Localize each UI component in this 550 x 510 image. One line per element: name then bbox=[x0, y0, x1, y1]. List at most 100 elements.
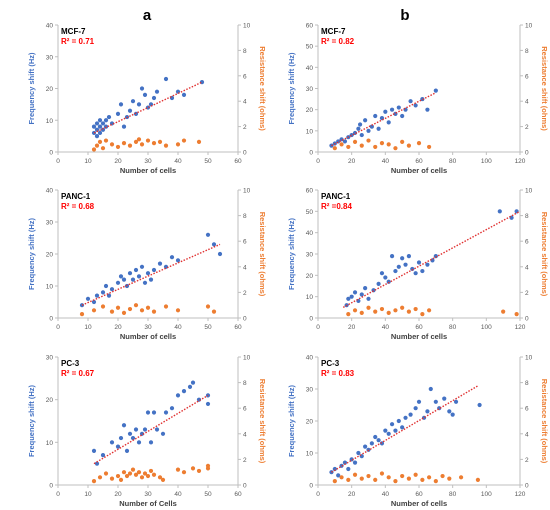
frequency-point bbox=[100, 127, 106, 132]
frequency-point bbox=[91, 124, 97, 129]
frequency-point bbox=[169, 255, 175, 260]
resistance-point bbox=[145, 138, 151, 143]
y2-tick-label: 2 bbox=[525, 457, 529, 464]
frequency-point bbox=[109, 287, 115, 292]
y-tick-label: 40 bbox=[306, 230, 314, 237]
y2-tick-label: 4 bbox=[525, 264, 529, 271]
r-squared-label: R² = 0.71 bbox=[61, 37, 95, 46]
resistance-point bbox=[97, 139, 103, 144]
resistance-point bbox=[339, 142, 344, 147]
r-squared-label: R² = 0.68 bbox=[61, 202, 95, 211]
frequency-point bbox=[363, 286, 368, 291]
frequency-point bbox=[139, 86, 145, 91]
y-axis-label: Frequency shift (Hz) bbox=[287, 52, 296, 125]
panel-title: PC-3 bbox=[61, 359, 80, 368]
frequency-point bbox=[346, 466, 351, 472]
frequency-point bbox=[142, 427, 148, 432]
y2-tick-label: 10 bbox=[243, 355, 251, 362]
frequency-point bbox=[413, 103, 418, 108]
trend-line bbox=[93, 81, 203, 134]
x-tick-label: 100 bbox=[481, 158, 492, 165]
resistance-point bbox=[142, 471, 148, 476]
panel-title: MCF-7 bbox=[61, 27, 86, 36]
frequency-point bbox=[100, 121, 106, 126]
resistance-point bbox=[205, 463, 211, 468]
frequency-point bbox=[94, 127, 100, 132]
resistance-point bbox=[427, 475, 432, 480]
x-tick-label: 120 bbox=[515, 324, 526, 331]
y-tick-label: 30 bbox=[306, 86, 314, 93]
frequency-point bbox=[154, 89, 160, 94]
y-tick-label: 0 bbox=[49, 316, 53, 323]
resistance-point bbox=[181, 470, 187, 475]
resistance-point bbox=[91, 308, 97, 313]
x-tick-label: 60 bbox=[415, 324, 423, 331]
resistance-point bbox=[115, 473, 121, 479]
frequency-point bbox=[187, 384, 193, 389]
frequency-point bbox=[369, 441, 374, 446]
frequency-point bbox=[383, 275, 388, 280]
resistance-point bbox=[103, 138, 109, 143]
frequency-point bbox=[163, 264, 169, 269]
frequency-point bbox=[389, 107, 395, 112]
y2-axis-label: Resistance shift (ohms) bbox=[258, 379, 267, 464]
resistance-point bbox=[211, 309, 217, 314]
y-tick-label: 50 bbox=[306, 44, 314, 51]
resistance-point bbox=[359, 310, 364, 315]
resistance-point bbox=[373, 309, 378, 314]
x-tick-label: 60 bbox=[415, 491, 423, 498]
x-tick-label: 30 bbox=[144, 158, 152, 165]
frequency-point bbox=[94, 134, 100, 139]
frequency-point bbox=[121, 277, 127, 282]
chart-panel-2: 0 20 40 60 80 100 12001020304050600246810Numbe… bbox=[287, 23, 549, 176]
frequency-point bbox=[181, 389, 187, 394]
frequency-point bbox=[413, 406, 418, 411]
frequency-point bbox=[130, 435, 136, 441]
r-squared-label: R² = 0.82 bbox=[321, 37, 355, 46]
resistance-point bbox=[352, 139, 358, 144]
frequency-point bbox=[130, 277, 136, 282]
frequency-point bbox=[91, 448, 97, 453]
y2-axis-label: Resistance shift (ohms) bbox=[258, 212, 267, 297]
frequency-point bbox=[400, 256, 405, 261]
y-tick-label: 0 bbox=[309, 150, 313, 157]
resistance-point bbox=[160, 477, 166, 482]
frequency-point bbox=[211, 242, 217, 247]
y-tick-label: 60 bbox=[306, 23, 314, 30]
x-axis-label: Number of cells bbox=[120, 332, 176, 341]
frequency-point bbox=[136, 274, 142, 279]
y-tick-label: 0 bbox=[49, 483, 53, 490]
frequency-point bbox=[379, 271, 385, 276]
frequency-point bbox=[386, 431, 391, 436]
r-squared-label: R² = 0.83 bbox=[321, 369, 355, 378]
x-tick-label: 10 bbox=[84, 324, 92, 331]
frequency-point bbox=[85, 296, 91, 301]
y2-tick-label: 4 bbox=[243, 431, 247, 438]
x-tick-label: 40 bbox=[174, 491, 182, 498]
resistance-point bbox=[400, 473, 405, 479]
frequency-point bbox=[136, 440, 142, 445]
frequency-point bbox=[442, 396, 447, 401]
frequency-point bbox=[217, 251, 223, 257]
y2-tick-label: 0 bbox=[243, 316, 247, 323]
y-axis-label: Frequency shift (Hz) bbox=[27, 52, 36, 125]
resistance-point bbox=[139, 142, 145, 147]
frequency-point bbox=[121, 423, 127, 428]
column-letter-b: b bbox=[400, 7, 409, 24]
resistance-point bbox=[386, 310, 391, 315]
frequency-point bbox=[447, 409, 452, 414]
y-tick-label: 30 bbox=[46, 54, 54, 61]
column-letter-a: a bbox=[143, 7, 152, 24]
resistance-point bbox=[136, 470, 142, 475]
y2-axis-label: Resistance shift (ohms) bbox=[540, 212, 549, 297]
y2-tick-label: 4 bbox=[525, 431, 529, 438]
frequency-point bbox=[136, 102, 142, 107]
resistance-point bbox=[100, 304, 106, 309]
frequency-point bbox=[342, 460, 348, 465]
frequency-point bbox=[154, 427, 160, 432]
y2-tick-label: 6 bbox=[525, 406, 529, 413]
resistance-point bbox=[406, 476, 411, 481]
y-tick-label: 10 bbox=[306, 451, 314, 458]
frequency-point bbox=[115, 111, 121, 116]
x-tick-label: 20 bbox=[348, 491, 356, 498]
